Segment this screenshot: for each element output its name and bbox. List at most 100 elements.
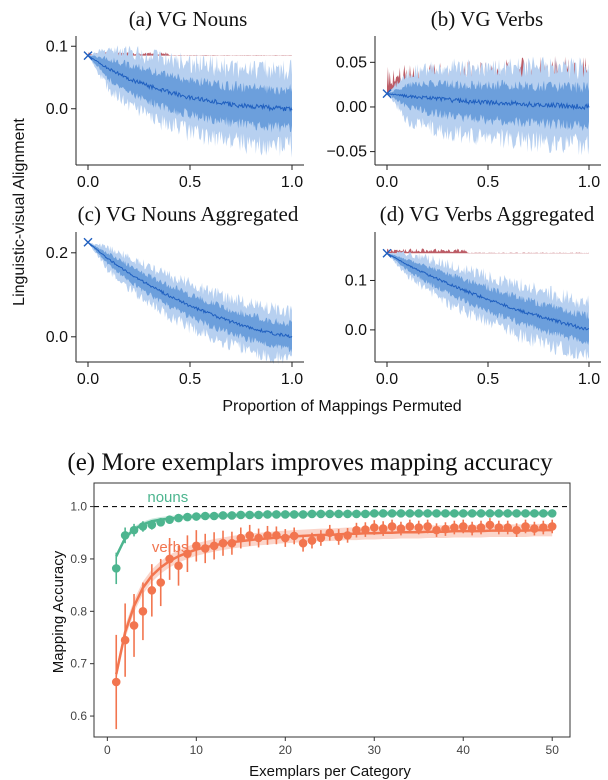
data-point bbox=[352, 509, 361, 519]
data-point bbox=[218, 538, 228, 548]
data-point bbox=[361, 509, 370, 519]
x-tick-label: 0.0 bbox=[376, 174, 398, 191]
data-point bbox=[325, 509, 335, 519]
data-point bbox=[200, 511, 210, 521]
panel-d-title: (d) VG Verbs Aggregated bbox=[380, 202, 595, 226]
shared-x-axis-label: Proportion of Mappings Permuted bbox=[222, 398, 461, 415]
data-point bbox=[334, 509, 343, 519]
panel-e-plot: 0 10 20 30 40 50 0.6 0.7 0.8 0.9 1.0 nouns verbs bbox=[70, 482, 571, 757]
x-tick-label: 1.0 bbox=[281, 174, 303, 191]
data-point bbox=[512, 525, 521, 535]
data-point bbox=[165, 515, 174, 524]
data-point bbox=[494, 523, 504, 532]
data-point bbox=[289, 510, 299, 519]
data-point bbox=[530, 509, 539, 518]
series-verbs bbox=[111, 518, 557, 730]
data-point bbox=[111, 564, 121, 573]
data-point bbox=[369, 523, 379, 532]
y-tick-label: 1.0 bbox=[70, 500, 87, 514]
x-tick-label: 1.0 bbox=[578, 174, 600, 191]
x-tick-label: 0.5 bbox=[477, 174, 499, 191]
data-point bbox=[467, 524, 477, 533]
data-point bbox=[387, 509, 397, 518]
data-point bbox=[539, 523, 548, 532]
panel-e-y-axis-label: Mapping Accuracy bbox=[50, 550, 67, 673]
x-tick-label: 40 bbox=[457, 743, 471, 757]
inner-band bbox=[387, 79, 589, 132]
data-point bbox=[423, 522, 432, 531]
data-point bbox=[111, 677, 121, 687]
data-point bbox=[200, 544, 210, 553]
data-point bbox=[503, 509, 513, 518]
data-point bbox=[236, 510, 246, 520]
y-tick-label: 0.00 bbox=[336, 99, 367, 116]
above-baseline-band bbox=[387, 248, 589, 254]
x-tick-label: 0.0 bbox=[77, 371, 99, 388]
y-tick-label: −0.05 bbox=[327, 144, 368, 161]
data-point bbox=[307, 509, 317, 519]
data-point bbox=[387, 522, 397, 531]
panel-c-title: (c) VG Nouns Aggregated bbox=[78, 202, 299, 226]
panel-e-x-axis-label: Exemplars per Category bbox=[249, 763, 411, 780]
y-tick-label: 0.0 bbox=[46, 101, 68, 118]
data-point bbox=[405, 522, 415, 531]
data-point bbox=[352, 525, 361, 535]
data-point bbox=[441, 524, 450, 534]
data-point bbox=[272, 531, 281, 540]
mean-line bbox=[87, 241, 293, 339]
data-point bbox=[298, 510, 308, 519]
data-point bbox=[476, 523, 486, 532]
data-point bbox=[192, 541, 201, 551]
x-tick-label: 10 bbox=[190, 743, 204, 757]
data-point bbox=[521, 509, 530, 518]
start-marker bbox=[382, 89, 392, 99]
data-point bbox=[369, 509, 379, 518]
x-tick-label: 0 bbox=[104, 743, 111, 757]
data-point bbox=[521, 522, 530, 531]
data-point bbox=[183, 512, 192, 522]
data-point bbox=[405, 509, 415, 518]
x-tick-label: 1.0 bbox=[281, 371, 303, 388]
data-point bbox=[503, 523, 513, 532]
data-point bbox=[485, 509, 495, 518]
data-point bbox=[316, 533, 326, 543]
data-point bbox=[441, 509, 450, 518]
data-point bbox=[218, 511, 228, 520]
plot-frame bbox=[93, 482, 571, 738]
panel-b-title: (b) VG Verbs bbox=[431, 7, 543, 31]
y-tick-label: 0.6 bbox=[70, 709, 87, 723]
data-point bbox=[129, 525, 139, 535]
data-point bbox=[458, 509, 468, 518]
data-point bbox=[450, 509, 459, 518]
data-point bbox=[254, 533, 263, 543]
panel-d-plot: 0.0 0.5 1.0 0.0 0.1 bbox=[345, 232, 601, 388]
data-point bbox=[263, 531, 272, 540]
data-point bbox=[280, 533, 290, 543]
data-point bbox=[156, 517, 166, 527]
data-point bbox=[183, 549, 192, 559]
y-tick-label: 0.7 bbox=[70, 657, 87, 671]
data-point bbox=[512, 509, 521, 518]
data-point bbox=[334, 532, 343, 542]
data-point bbox=[245, 510, 255, 520]
data-point bbox=[325, 528, 335, 538]
x-tick-label: 1.0 bbox=[578, 371, 600, 388]
y-tick-label: 0.1 bbox=[345, 272, 367, 289]
data-point bbox=[254, 510, 263, 520]
x-tick-label: 0.0 bbox=[376, 371, 398, 388]
data-point bbox=[245, 531, 255, 540]
inner-band bbox=[88, 55, 292, 133]
data-point bbox=[316, 509, 326, 519]
y-tick-label: 0.05 bbox=[336, 54, 367, 71]
y-tick-label: 0.2 bbox=[46, 245, 68, 262]
data-point bbox=[156, 578, 166, 587]
data-point bbox=[298, 538, 308, 548]
data-point bbox=[227, 511, 237, 520]
mean-line bbox=[386, 252, 590, 331]
x-tick-label: 0.0 bbox=[77, 174, 99, 191]
mean-line bbox=[386, 93, 590, 111]
panel-a-title: (a) VG Nouns bbox=[129, 7, 248, 31]
x-tick-label: 20 bbox=[279, 743, 293, 757]
data-point bbox=[547, 522, 557, 531]
data-point bbox=[280, 510, 290, 519]
